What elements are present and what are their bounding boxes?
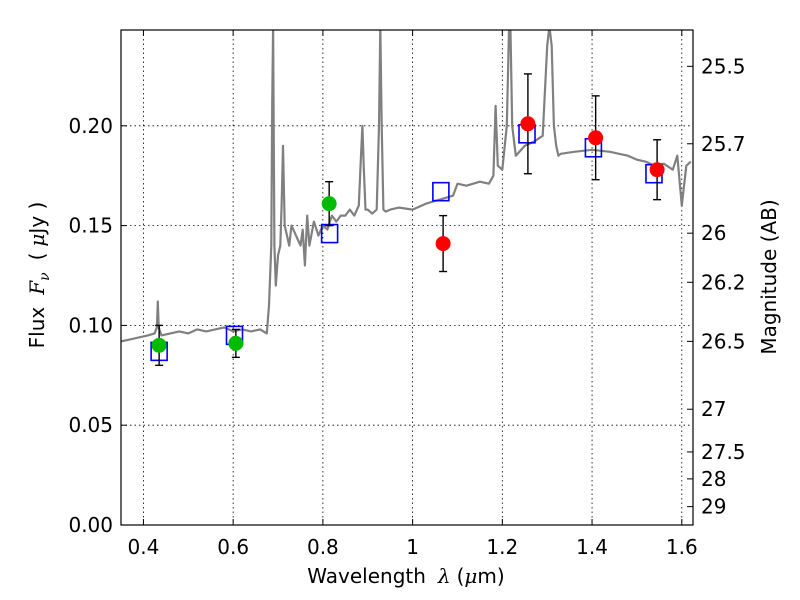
y-tick-label: 0.00 bbox=[68, 513, 113, 537]
green-point-marker bbox=[321, 196, 337, 212]
green-point-marker bbox=[228, 335, 244, 351]
y-axis-label: FluxFν(μJy ) bbox=[25, 202, 53, 349]
model-square-marker bbox=[432, 181, 450, 202]
y2-tick-label: 26.5 bbox=[701, 329, 746, 353]
y-tick-label: 0.15 bbox=[68, 214, 113, 238]
y2-tick-label: 25.7 bbox=[701, 132, 746, 156]
y2-tick-label: 27.5 bbox=[701, 440, 746, 464]
points-layer bbox=[150, 73, 665, 367]
y-tick-label: 0.05 bbox=[68, 413, 113, 437]
y2-tick-label: 26.2 bbox=[701, 270, 746, 294]
y2-tick-label: 26 bbox=[701, 221, 726, 245]
spectrum-layer bbox=[121, 30, 692, 343]
x-tick-label: 0.8 bbox=[307, 535, 339, 559]
x-tick-label: 0.4 bbox=[128, 535, 160, 559]
ticks-layer: 0.4 0.6 0.8 1 1.2 1.4 1.6 0.00 0.05 0.10 0.15 0.20 2… bbox=[68, 30, 746, 559]
x-axis-label: Wavelength λ (μm) bbox=[307, 564, 504, 588]
red-point-marker bbox=[588, 130, 604, 146]
x-tick-label: 1 bbox=[406, 535, 419, 559]
y2-tick-label: 29 bbox=[701, 495, 726, 519]
grid bbox=[121, 30, 693, 526]
x-tick-label: 1.2 bbox=[486, 535, 518, 559]
plot-frame bbox=[120, 29, 694, 526]
y-tick-label: 0.10 bbox=[68, 313, 113, 337]
x-tick-label: 0.6 bbox=[217, 535, 249, 559]
green-point-marker bbox=[151, 337, 167, 353]
y2-tick-label: 27 bbox=[701, 397, 726, 421]
red-point-marker bbox=[649, 162, 665, 178]
red-point-marker bbox=[520, 116, 536, 132]
y2-tick-label: 28 bbox=[701, 467, 726, 491]
x-tick-label: 1.4 bbox=[576, 535, 608, 559]
red-point-marker bbox=[435, 236, 451, 252]
x-tick-label: 1.6 bbox=[666, 535, 698, 559]
y-tick-label: 0.20 bbox=[68, 114, 113, 138]
y2-tick-label: 25.5 bbox=[701, 54, 746, 78]
spectrum-line bbox=[121, 30, 692, 343]
y2-axis-label: Magnitude (AB) bbox=[757, 199, 781, 354]
